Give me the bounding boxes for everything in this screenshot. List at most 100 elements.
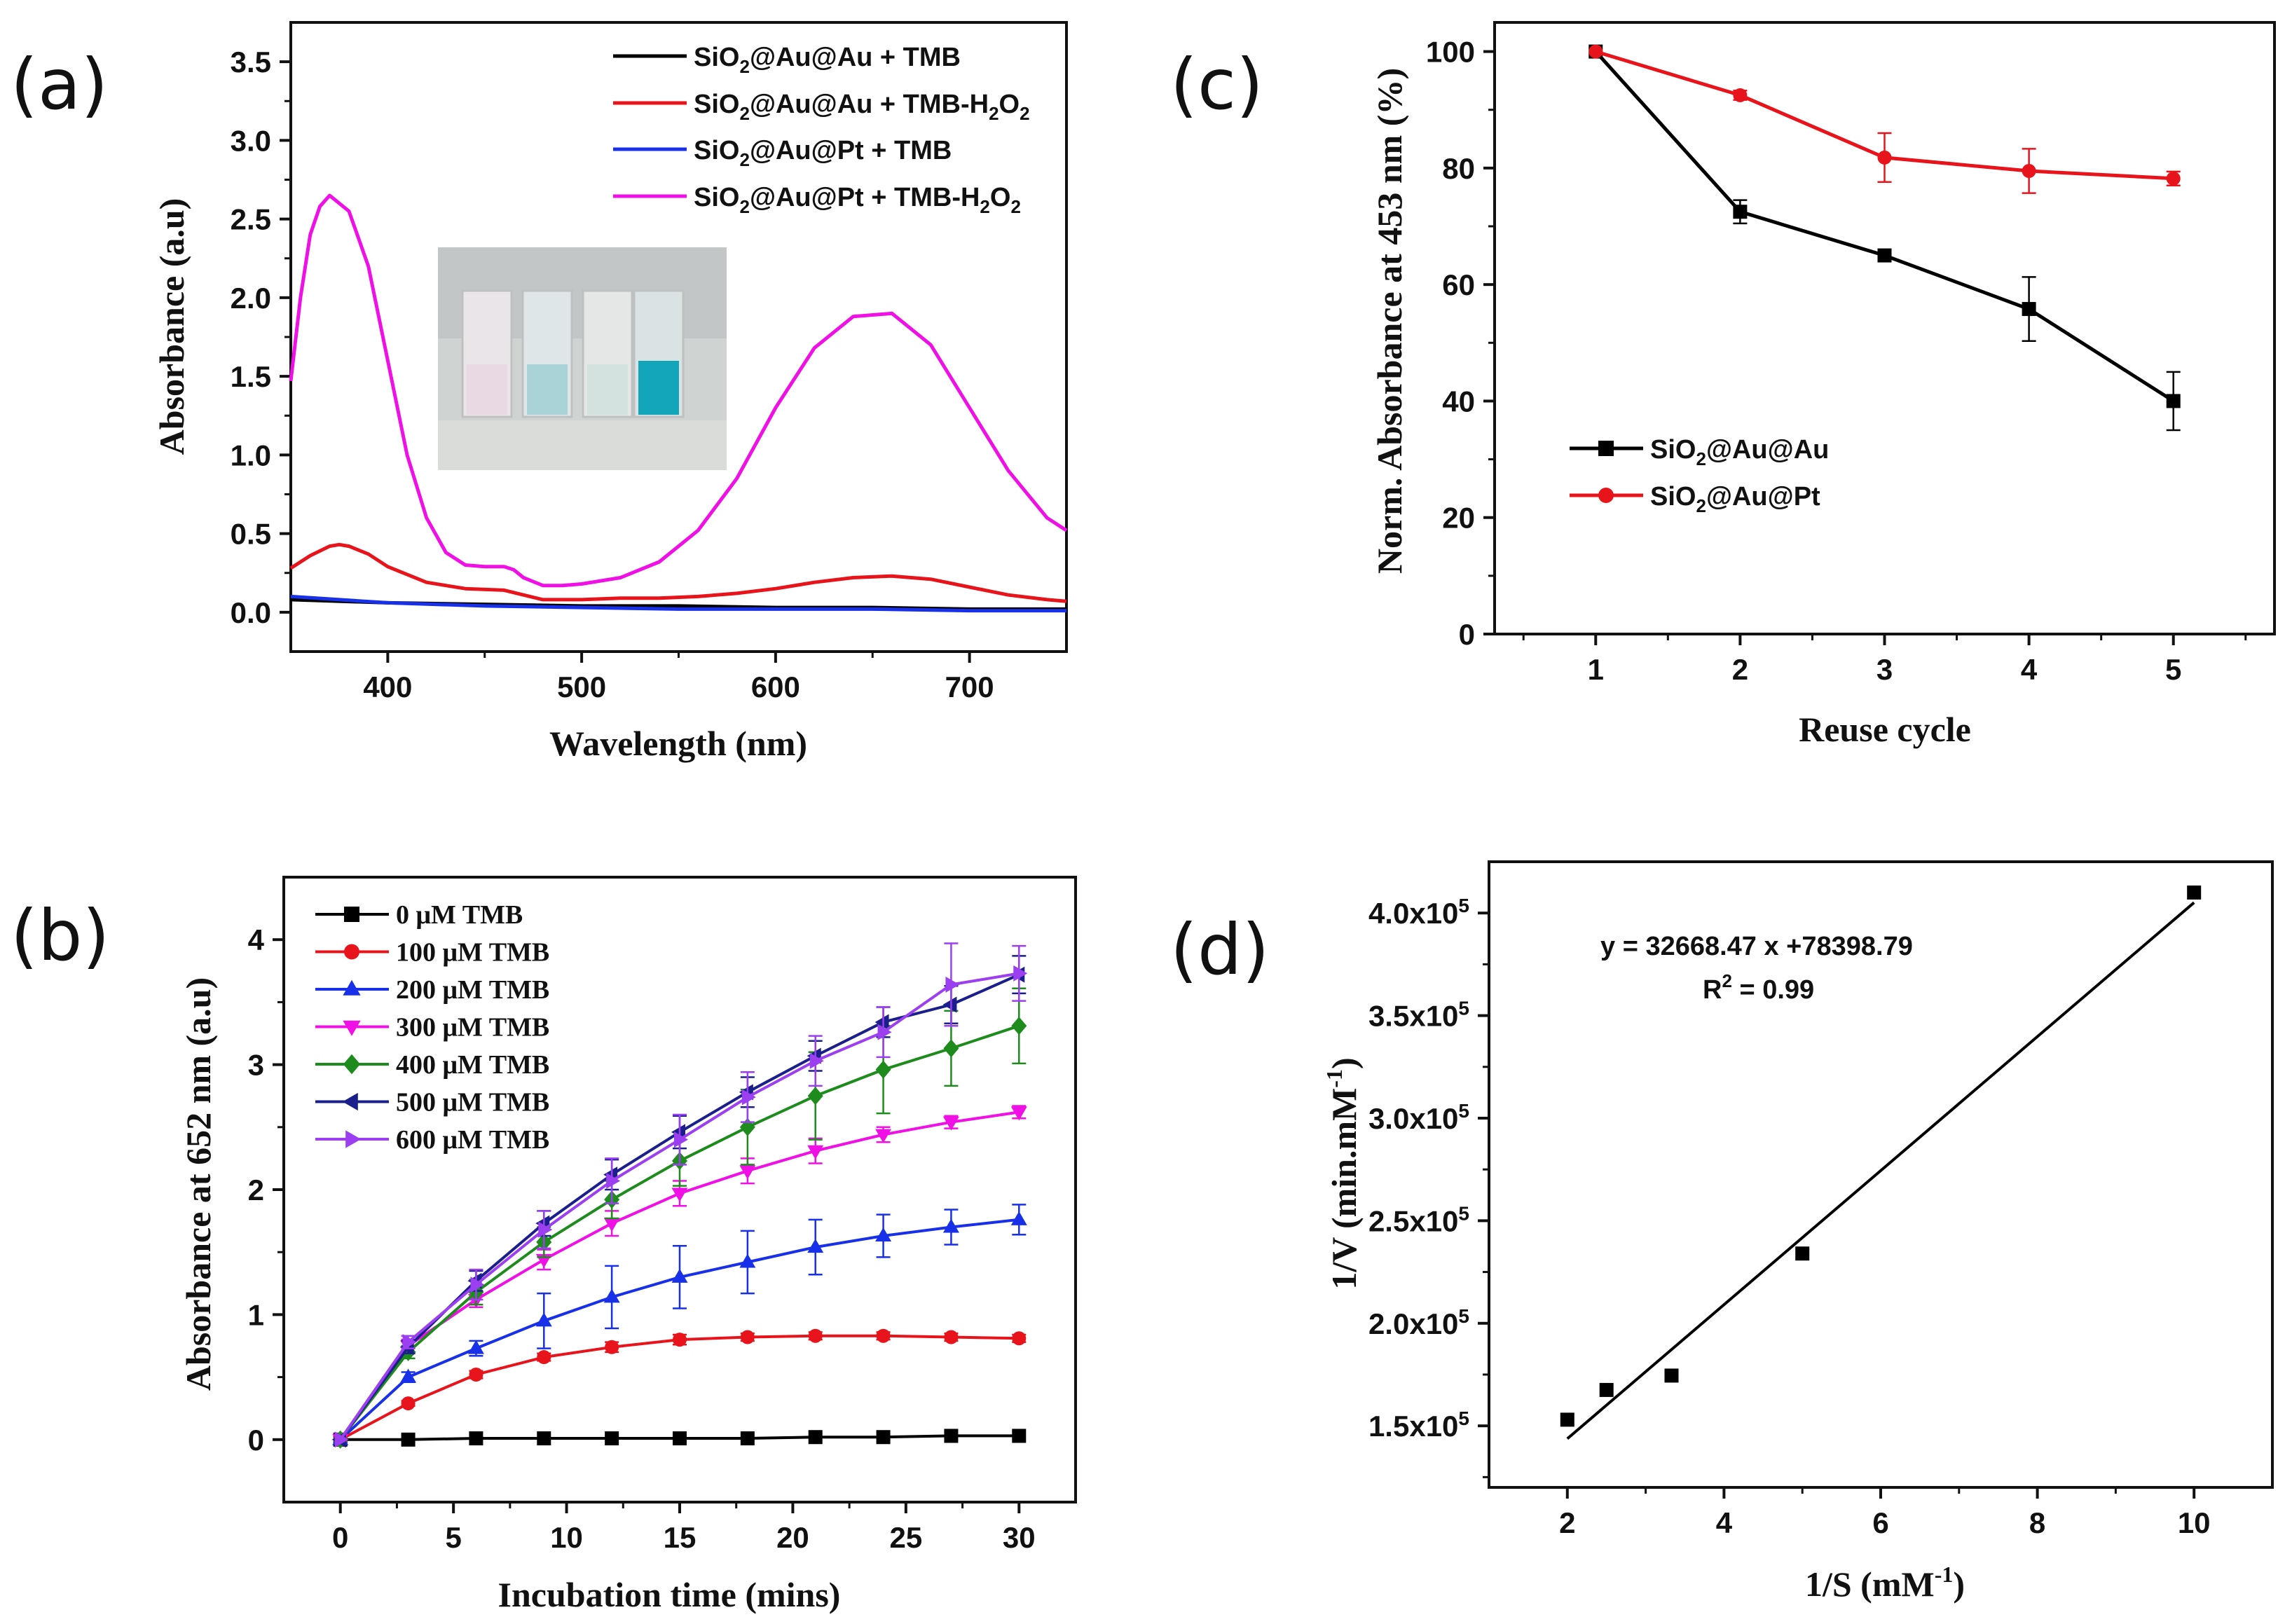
x-tick-label: 6 xyxy=(1872,1506,1888,1539)
point-c-series-2 xyxy=(2022,164,2036,179)
x-tick-label: 2 xyxy=(1732,653,1748,686)
point-b-series-3 xyxy=(875,1227,892,1242)
point-b-series-5 xyxy=(1011,1017,1027,1035)
point-c-series-1 xyxy=(2166,394,2181,408)
point-b-series-6 xyxy=(942,996,957,1013)
series-a-line-2 xyxy=(289,542,1067,603)
legend-b-marker-6 xyxy=(342,1092,358,1111)
y-tick-label: 3.5x105 xyxy=(1368,998,1469,1033)
point-b-series-2 xyxy=(876,1328,891,1343)
panel-label-c: (c) xyxy=(1170,43,1263,125)
legend-b-marker-7 xyxy=(345,1130,362,1148)
point-b-series-3 xyxy=(603,1288,620,1303)
x-tick-label: 400 xyxy=(363,670,412,703)
legend-a-label-1: SiO2@Au@Au + TMB xyxy=(694,43,961,77)
legend-c-label-2: SiO2@Au@Pt xyxy=(1650,482,1820,516)
legend-b-label-3: 200 μM TMB xyxy=(396,975,549,1005)
y-tick-label: 3 xyxy=(248,1049,264,1082)
legend-c-marker-2 xyxy=(1598,488,1614,503)
x-tick-label: 15 xyxy=(664,1521,697,1554)
point-b-series-3 xyxy=(535,1312,552,1327)
point-b-series-1 xyxy=(740,1431,755,1446)
y-tick-label: 0 xyxy=(248,1424,264,1457)
point-b-series-3 xyxy=(739,1253,756,1268)
chart-c-xlabel: Reuse cycle xyxy=(1799,710,1971,749)
x-tick-label: 4 xyxy=(2021,653,2038,686)
legend-c-label-1: SiO2@Au@Au xyxy=(1650,435,1829,469)
legend-b-marker-3 xyxy=(343,979,361,996)
y-tick-label: 2 xyxy=(248,1174,264,1206)
x-tick-label: 8 xyxy=(2029,1506,2045,1539)
point-b-series-5 xyxy=(807,1087,823,1106)
y-tick-label: 2.0x105 xyxy=(1368,1305,1469,1340)
x-tick-label: 5 xyxy=(445,1521,461,1554)
point-d xyxy=(1795,1246,1810,1261)
point-b-series-2 xyxy=(605,1340,619,1354)
point-b-series-7 xyxy=(1013,965,1028,982)
point-b-series-7 xyxy=(470,1277,485,1293)
point-b-series-4 xyxy=(807,1145,824,1159)
series-c-line-1 xyxy=(1594,50,2175,403)
y-tick-label: 0.5 xyxy=(231,518,271,551)
point-b-series-1 xyxy=(469,1431,483,1446)
chart-a-series xyxy=(289,193,1068,613)
chart-d-ylabel: 1/V (min.mM-1) xyxy=(1322,1057,1364,1289)
point-c-series-2 xyxy=(1733,88,1748,102)
legend-b-marker-4 xyxy=(343,1020,361,1036)
y-tick-label: 1.0 xyxy=(231,439,271,472)
chart-d-equation: y = 32668.47 x +78398.79 xyxy=(1600,932,1913,961)
x-tick-label: 600 xyxy=(751,670,800,703)
panel-label-d: (d) xyxy=(1170,909,1270,991)
y-tick-label: 2.5 xyxy=(231,203,271,236)
x-tick-label: 700 xyxy=(945,670,994,703)
y-tick-label: 2.5x105 xyxy=(1368,1202,1469,1237)
point-b-series-3 xyxy=(807,1239,824,1253)
point-c-series-1 xyxy=(1733,205,1748,219)
point-b-series-1 xyxy=(673,1431,687,1446)
point-b-series-2 xyxy=(401,1396,416,1411)
point-c-series-1 xyxy=(2022,302,2036,317)
chart-c-ticks: 1 2 3 4 5 0 20 40 60 80 100 xyxy=(1426,36,2247,686)
chart-d: 2 4 6 8 10 1.5x105 2.0x105 2.5x105 3.0x105 3.5x10… xyxy=(1322,860,2274,1604)
point-b-series-2 xyxy=(808,1328,823,1343)
chart-a-ticks: 400 500 600 700 0.0 0.5 1.0 1.5 2.0 2.5 3.0 3.5 xyxy=(231,46,994,703)
y-tick-label: 1.5 xyxy=(231,360,271,393)
y-tick-label: 3.0x105 xyxy=(1368,1100,1469,1135)
point-b-series-1 xyxy=(876,1430,891,1445)
point-b-series-5 xyxy=(943,1039,959,1058)
point-d xyxy=(1664,1368,1679,1383)
y-tick-label: 1.5x105 xyxy=(1368,1408,1469,1443)
point-b-series-2 xyxy=(537,1350,551,1365)
point-b-series-1 xyxy=(537,1431,551,1446)
chart-b: 0 5 10 15 20 25 30 0 1 2 3 4 0 μM TMB 100 μM TMB 200 … xyxy=(179,876,1077,1614)
legend-b-label-5: 400 μM TMB xyxy=(396,1050,549,1080)
legend-a-label-4: SiO2@Au@Pt + TMB-H2O2 xyxy=(694,183,1021,217)
x-tick-label: 5 xyxy=(2165,653,2181,686)
x-tick-label: 1 xyxy=(1588,653,1604,686)
point-b-series-7 xyxy=(606,1173,621,1190)
y-tick-label: 80 xyxy=(1442,152,1475,185)
x-tick-label: 4 xyxy=(1716,1506,1733,1539)
y-tick-label: 3.5 xyxy=(231,46,271,78)
point-b-series-4 xyxy=(942,1116,959,1131)
legend-b-label-6: 500 μM TMB xyxy=(396,1088,549,1117)
point-b-series-1 xyxy=(605,1431,619,1446)
legend-b-marker-5 xyxy=(343,1054,361,1075)
y-tick-label: 4 xyxy=(248,923,265,956)
y-tick-label: 2.0 xyxy=(231,282,271,315)
y-tick-label: 3.0 xyxy=(231,124,271,157)
y-tick-label: 20 xyxy=(1442,502,1475,535)
x-tick-label: 0 xyxy=(332,1521,348,1554)
chart-a-legend: SiO2@Au@Au + TMB SiO2@Au@Au + TMB-H2O2 S… xyxy=(613,43,1030,217)
chart-d-xlabel: 1/S (mM-1) xyxy=(1805,1562,1965,1604)
x-tick-label: 500 xyxy=(557,670,606,703)
point-b-series-7 xyxy=(809,1052,824,1069)
x-tick-label: 3 xyxy=(1876,653,1893,686)
chart-a-xlabel: Wavelength (nm) xyxy=(549,724,807,763)
chart-c: 1 2 3 4 5 0 20 40 60 80 100 SiO2@Au@Au SiO2@Au@Pt R… xyxy=(1370,21,2276,749)
legend-c-marker-1 xyxy=(1598,441,1614,456)
chart-d-series xyxy=(1560,885,2202,1440)
legend-b-label-1: 0 μM TMB xyxy=(396,900,523,930)
legend-b-label-7: 600 μM TMB xyxy=(396,1125,549,1155)
